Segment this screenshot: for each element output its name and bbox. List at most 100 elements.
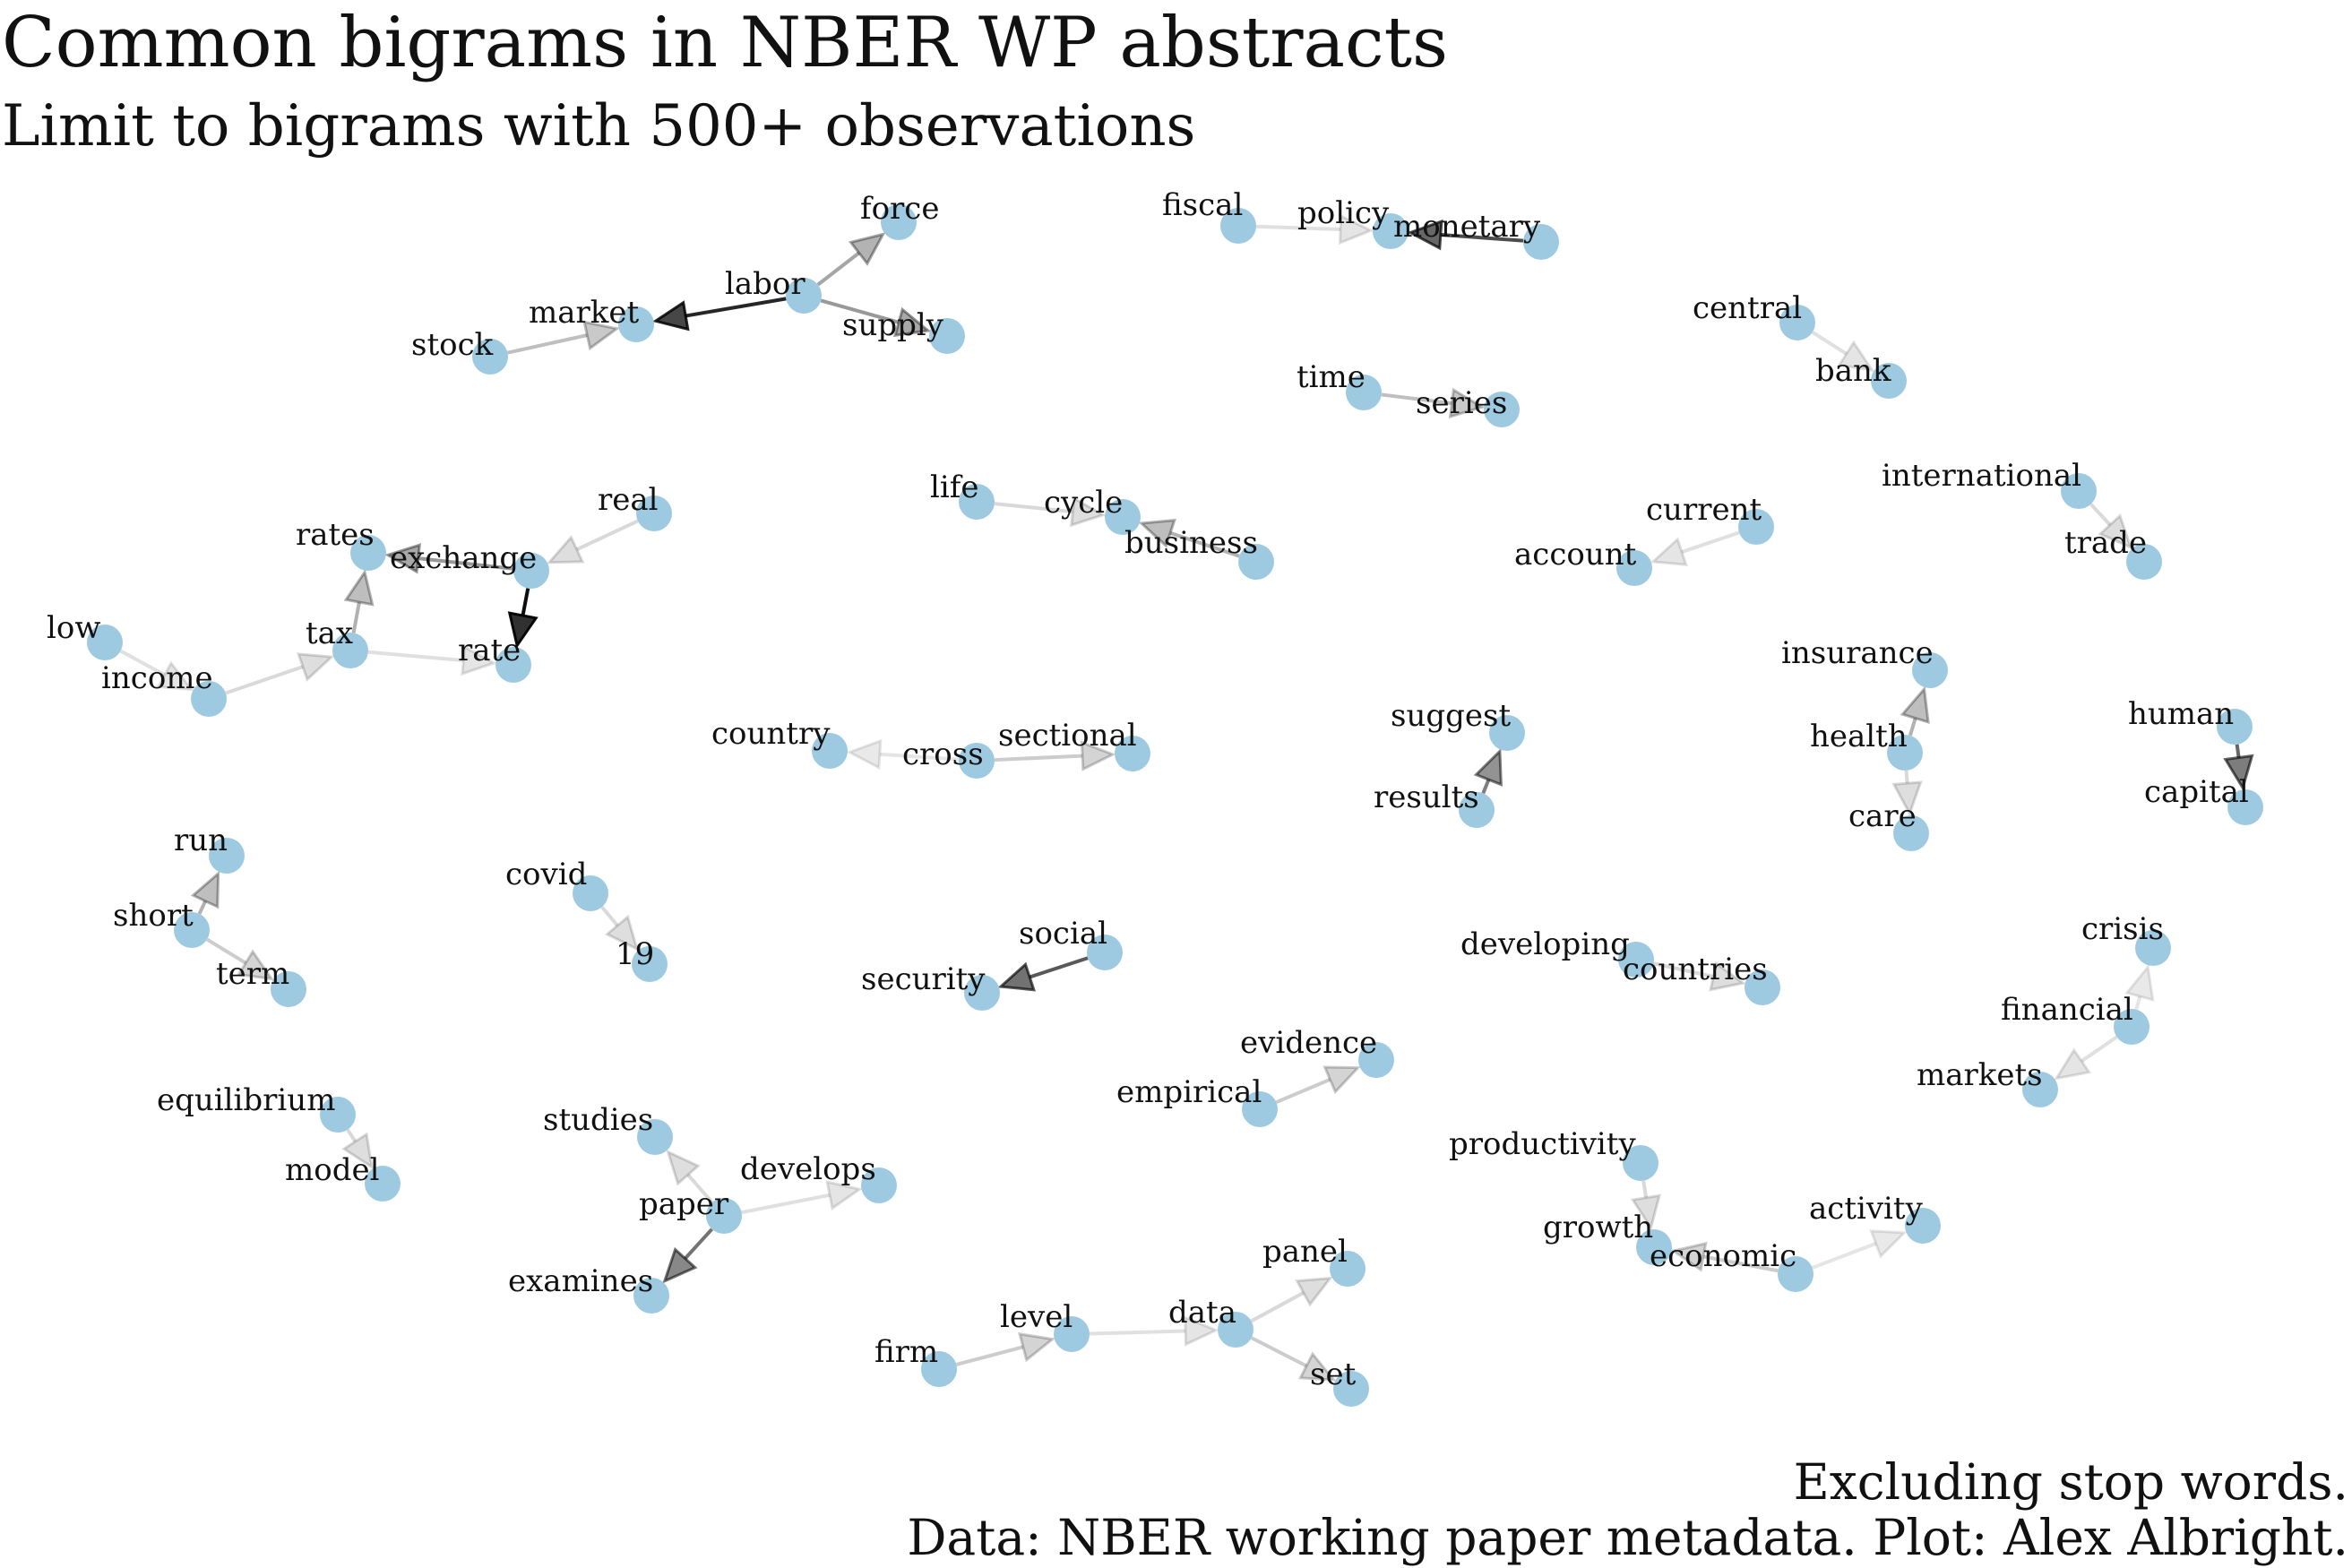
node-label-country: country bbox=[711, 716, 831, 752]
node-country bbox=[812, 733, 848, 769]
nodes-layer bbox=[87, 204, 2263, 1407]
edge-empirical-evidence bbox=[1275, 1065, 1362, 1105]
edge-line bbox=[119, 649, 166, 677]
edge-line bbox=[351, 601, 361, 633]
node-human bbox=[2217, 709, 2253, 745]
chart-title: Common bigrams in NBER WP abstracts bbox=[2, 3, 1449, 83]
node-label-economic: economic bbox=[1650, 1238, 1796, 1274]
node-label-covid: covid bbox=[505, 857, 587, 892]
node-term bbox=[271, 971, 306, 1007]
edge-arrowhead bbox=[1891, 780, 1923, 817]
node-label-series: series bbox=[1416, 385, 1507, 421]
edge-line bbox=[1169, 530, 1240, 558]
edge-arrowhead bbox=[1900, 685, 1930, 725]
edge-international-trade bbox=[2089, 503, 2133, 550]
edge-line bbox=[879, 752, 960, 762]
node-label-term: term bbox=[216, 956, 289, 992]
node-label-panel: panel bbox=[1262, 1234, 1348, 1270]
node-label-cross: cross bbox=[902, 737, 984, 772]
node-social bbox=[1087, 935, 1123, 970]
edge-social-security bbox=[997, 956, 1089, 992]
edge-human-capital bbox=[2223, 744, 2254, 791]
node-financial bbox=[2114, 1009, 2150, 1045]
node-label-tax: tax bbox=[306, 616, 353, 651]
node-growth bbox=[1636, 1229, 1672, 1265]
edge-line bbox=[575, 519, 639, 552]
node-rates bbox=[350, 535, 386, 571]
edge-current-account bbox=[1650, 530, 1740, 566]
edge-health-care bbox=[1891, 770, 1923, 817]
node-current bbox=[1738, 509, 1774, 545]
edge-arrowhead bbox=[1407, 219, 1443, 251]
node-care bbox=[1893, 815, 1929, 851]
edge-line bbox=[197, 900, 207, 915]
edge-arrowhead bbox=[846, 738, 883, 771]
node-label-human: human bbox=[2128, 696, 2234, 732]
edge-short-run bbox=[190, 870, 220, 915]
node-activity bbox=[1905, 1208, 1941, 1244]
node-label-account: account bbox=[1514, 537, 1637, 573]
node-label-equilibrium: equilibrium bbox=[157, 1082, 335, 1118]
edge-economic-growth bbox=[1669, 1241, 1779, 1273]
node-label-activity: activity bbox=[1809, 1191, 1924, 1227]
edge-line bbox=[2089, 503, 2112, 527]
node-label-developing: developing bbox=[1460, 926, 1630, 962]
edge-line bbox=[1440, 232, 1524, 243]
node-label-fiscal: fiscal bbox=[1162, 187, 1243, 223]
edge-line bbox=[994, 754, 1083, 762]
edge-arrowhead bbox=[1184, 1315, 1219, 1347]
edge-line bbox=[686, 1173, 714, 1204]
edge-line bbox=[507, 333, 588, 355]
edge-paper-develops bbox=[741, 1180, 864, 1215]
node-bank bbox=[1871, 363, 1907, 399]
node-label-markets: markets bbox=[1917, 1057, 2043, 1093]
node-label-suggest: suggest bbox=[1391, 698, 1511, 734]
node-label-health: health bbox=[1810, 719, 1908, 754]
edge-arrowhead bbox=[848, 232, 886, 266]
node-set bbox=[1333, 1371, 1369, 1407]
node-label-capital: capital bbox=[2144, 774, 2249, 810]
node-developing bbox=[1618, 942, 1654, 978]
chart-subtitle: Limit to bigrams with 500+ observations bbox=[2, 93, 1196, 159]
edge-cross-country bbox=[846, 738, 960, 771]
node-label-market: market bbox=[529, 295, 639, 331]
edge-line bbox=[1250, 1291, 1305, 1323]
edge-arrowhead bbox=[343, 568, 375, 607]
node-label-social: social bbox=[1019, 916, 1107, 952]
edge-line bbox=[1255, 224, 1341, 232]
node-label-empirical: empirical bbox=[1116, 1074, 1262, 1110]
node-low bbox=[87, 625, 123, 660]
node-label-bank: bank bbox=[1815, 353, 1891, 389]
node-covid bbox=[573, 875, 608, 911]
node-real bbox=[636, 495, 672, 531]
edge-arrowhead bbox=[1070, 495, 1107, 528]
edge-arrowhead bbox=[2223, 754, 2254, 791]
edge-line bbox=[206, 937, 247, 965]
edge-arrowhead bbox=[1869, 1229, 1908, 1259]
node-label-develops: develops bbox=[740, 1151, 876, 1187]
edge-tax-rate bbox=[367, 644, 497, 676]
node-label-studies: studies bbox=[543, 1102, 653, 1138]
edge-line bbox=[1702, 1254, 1779, 1273]
node-empirical bbox=[1242, 1091, 1278, 1127]
node-label-insurance: insurance bbox=[1781, 635, 1934, 671]
edge-arrowhead bbox=[236, 949, 275, 981]
node-label-real: real bbox=[598, 482, 659, 518]
edge-line bbox=[1908, 717, 1917, 737]
edge-income-tax bbox=[225, 652, 335, 695]
node-label-cycle: cycle bbox=[1044, 485, 1123, 521]
edge-line bbox=[346, 1128, 358, 1143]
node-label-central: central bbox=[1693, 290, 1802, 326]
node-label-low: low bbox=[47, 610, 100, 646]
node-label-trade: trade bbox=[2064, 525, 2147, 561]
node-label-financial: financial bbox=[2001, 992, 2133, 1028]
edge-results-suggest bbox=[1473, 748, 1503, 795]
edges-layer bbox=[119, 213, 2254, 1382]
edge-data-set bbox=[1250, 1336, 1337, 1382]
node-label-life: life bbox=[930, 470, 978, 505]
node-cross bbox=[959, 743, 995, 779]
edge-short-term bbox=[206, 937, 275, 981]
edge-arrowhead bbox=[1650, 537, 1689, 566]
node-fiscal bbox=[1220, 208, 1256, 244]
edge-financial-markets bbox=[2054, 1035, 2118, 1081]
